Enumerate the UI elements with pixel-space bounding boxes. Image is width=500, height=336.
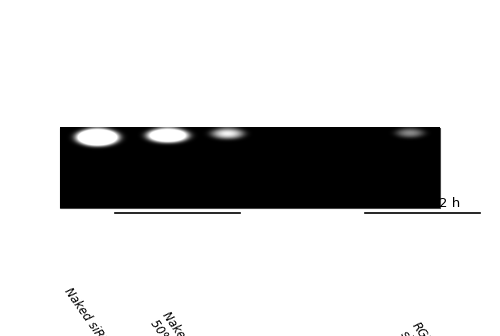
Text: RGDfC-SeNPs@DOX/
siRNA+50% FBS: RGDfC-SeNPs@DOX/ siRNA+50% FBS (397, 319, 490, 336)
FancyBboxPatch shape (60, 128, 440, 208)
Text: 2 h: 2 h (197, 197, 218, 210)
Text: 2 h: 2 h (440, 197, 460, 210)
Text: 1 h: 1 h (382, 197, 403, 210)
Text: Naked siRNA: Naked siRNA (62, 286, 116, 336)
Text: Naked siRNA+
50% FBS: Naked siRNA+ 50% FBS (147, 309, 219, 336)
Text: 1 h: 1 h (132, 197, 153, 210)
